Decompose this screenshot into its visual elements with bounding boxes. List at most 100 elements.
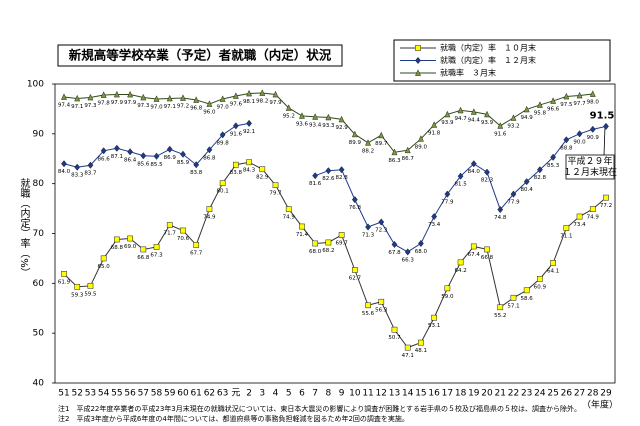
point	[603, 122, 609, 130]
data-label: 67.8	[388, 250, 401, 256]
point	[550, 153, 557, 161]
point	[180, 150, 186, 158]
x-tick-label: 3	[259, 389, 265, 399]
point	[418, 339, 424, 346]
x-tick-label: 57	[138, 389, 149, 399]
point	[100, 147, 107, 155]
x-tick-label: 23	[521, 389, 532, 399]
data-label: 82.3	[481, 178, 494, 184]
chart-title: 新規高等学校卒業（予定）者就職（内定）状況	[69, 48, 332, 63]
point	[246, 119, 252, 127]
x-tick-label: 60	[177, 389, 189, 399]
data-label: 74.9	[587, 215, 600, 221]
data-label: 97.3	[84, 103, 97, 109]
point	[351, 130, 358, 138]
point	[418, 239, 424, 248]
y-tick-label: 40	[33, 379, 45, 389]
x-tick-label: 51	[58, 389, 69, 399]
legend-label: 就職（内定）率 １２月末	[440, 55, 536, 65]
data-label: 93.9	[441, 120, 454, 126]
point	[312, 113, 319, 120]
data-label: 95.2	[283, 113, 295, 119]
data-label: 57.1	[507, 303, 519, 309]
point	[180, 227, 186, 234]
data-label: 88.8	[560, 145, 573, 151]
legend-marker	[415, 45, 421, 51]
data-label: 91.8	[428, 130, 441, 136]
data-label: 85.3	[547, 163, 560, 169]
point	[206, 146, 213, 154]
note: 注2 平成3年度から平成6年度の4年間については、都道府県等の事務負担軽減を図る…	[58, 414, 409, 423]
data-label: 97.2	[177, 103, 189, 109]
x-tick-label: 2	[246, 389, 252, 399]
data-label: 93.6	[296, 121, 309, 127]
point	[391, 326, 398, 333]
data-label: 97.1	[164, 104, 176, 110]
x-tick-label: 13	[389, 389, 400, 399]
point	[431, 212, 438, 221]
point	[391, 240, 398, 249]
data-label: 65.0	[98, 264, 111, 270]
point	[457, 172, 464, 180]
point	[417, 135, 424, 142]
data-label: 98.0	[587, 99, 600, 105]
data-label: 93.2	[507, 123, 519, 129]
point	[378, 218, 385, 226]
data-label: 97.6	[230, 101, 243, 107]
legend-label: 就職率 ３月末	[440, 68, 496, 78]
data-label: 83.8	[230, 170, 243, 176]
x-tick-label: 18	[455, 389, 467, 399]
point	[457, 106, 464, 114]
point	[259, 89, 266, 96]
point	[193, 242, 200, 248]
legend-marker	[415, 69, 421, 76]
data-label: 66.8	[137, 255, 150, 261]
point	[87, 93, 94, 101]
data-label: 97.9	[124, 100, 137, 106]
legend-label: 就職（内定）率 １０月末	[440, 43, 536, 53]
point	[206, 100, 213, 107]
data-label: 97.7	[573, 101, 586, 107]
x-tick-label: 55	[111, 389, 122, 399]
point	[246, 89, 253, 97]
data-label: 58.6	[521, 296, 534, 302]
point	[484, 168, 490, 176]
data-label: 80.1	[217, 189, 229, 195]
data-label: 81.5	[454, 182, 467, 188]
data-label: 85.9	[177, 160, 190, 166]
x-tick-label: 62	[204, 389, 215, 399]
point	[537, 275, 543, 282]
data-label: 97.9	[269, 100, 282, 106]
point	[325, 239, 332, 246]
point	[166, 222, 173, 228]
point	[153, 244, 160, 250]
point	[365, 139, 372, 146]
point	[457, 259, 464, 266]
data-label: 77.9	[507, 200, 520, 206]
point	[431, 314, 437, 321]
point	[61, 160, 67, 168]
data-label: 94.7	[454, 116, 467, 122]
data-label: 59.0	[441, 294, 454, 300]
point	[285, 104, 292, 111]
data-label: 86.9	[164, 155, 177, 161]
data-label: 91.6	[230, 131, 243, 137]
data-label: 90.0	[573, 139, 586, 145]
point	[497, 205, 504, 214]
data-label: 91.5	[590, 110, 615, 121]
point	[404, 344, 411, 351]
data-label: 98.1	[243, 99, 255, 105]
x-tick-label: 61	[190, 389, 201, 399]
data-label: 60.9	[534, 284, 547, 290]
data-label: 71.1	[560, 234, 572, 240]
data-label: 82.8	[534, 175, 547, 181]
data-label: 59.5	[84, 291, 97, 297]
point	[61, 271, 67, 277]
point	[232, 92, 239, 99]
point	[219, 180, 226, 187]
point	[179, 94, 186, 101]
data-label: 71.3	[362, 233, 375, 239]
data-label: 84.0	[58, 169, 71, 175]
data-label: 89.8	[217, 140, 230, 146]
